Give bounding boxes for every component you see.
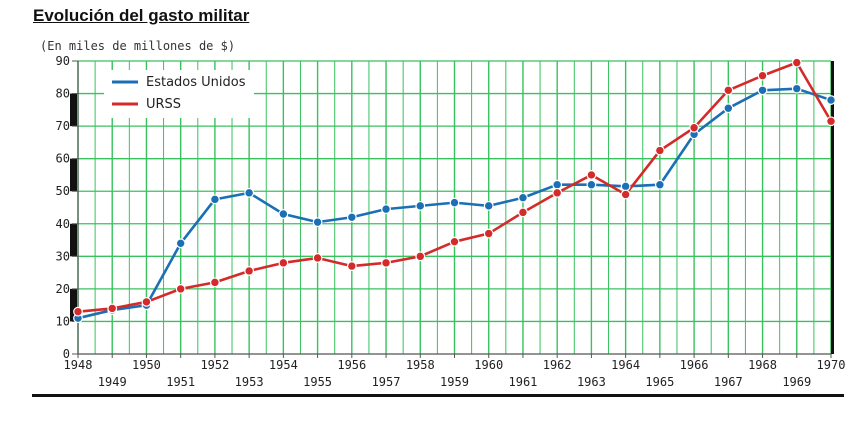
x-tick-label: 1951 bbox=[166, 375, 195, 389]
data-point-1 bbox=[415, 251, 426, 262]
x-tick-label: 1961 bbox=[509, 375, 538, 389]
data-point-1 bbox=[107, 303, 118, 314]
data-point-0 bbox=[210, 194, 220, 205]
data-point-1 bbox=[73, 306, 83, 317]
x-tick-label: 1953 bbox=[235, 375, 264, 389]
data-point-1 bbox=[654, 145, 665, 156]
y-tick-label: 80 bbox=[56, 87, 70, 101]
data-point-0 bbox=[381, 204, 391, 215]
y-tick-label: 90 bbox=[56, 54, 70, 68]
data-point-1 bbox=[586, 170, 597, 180]
axis-band bbox=[70, 158, 77, 192]
data-point-1 bbox=[483, 228, 494, 239]
x-tick-label: 1966 bbox=[680, 358, 709, 372]
x-tick-label: 1965 bbox=[645, 375, 674, 389]
legend-label: Estados Unidos bbox=[146, 75, 246, 90]
x-tick-label: 1960 bbox=[474, 358, 503, 372]
y-tick-label: 0 bbox=[63, 347, 70, 361]
legend-box bbox=[104, 70, 254, 118]
data-point-1 bbox=[757, 70, 768, 81]
x-tick-label: 1954 bbox=[269, 358, 298, 372]
data-point-0 bbox=[175, 238, 186, 249]
y-tick-label: 70 bbox=[56, 119, 70, 133]
y-tick-label: 50 bbox=[56, 184, 70, 198]
unit-label: (En miles de millones de $) bbox=[40, 39, 236, 53]
y-tick-label: 20 bbox=[56, 282, 70, 296]
x-tick-label: 1950 bbox=[132, 358, 161, 372]
data-point-1 bbox=[689, 122, 699, 133]
data-point-1 bbox=[278, 257, 289, 268]
bottom-rule bbox=[32, 394, 844, 397]
x-tick-label: 1957 bbox=[372, 375, 401, 389]
y-tick-label: 40 bbox=[56, 217, 70, 231]
right-border bbox=[831, 61, 834, 354]
x-tick-label: 1970 bbox=[817, 358, 846, 372]
chart-title: Evolución del gasto militar bbox=[33, 6, 250, 25]
data-point-0 bbox=[415, 200, 426, 211]
data-point-1 bbox=[175, 283, 186, 294]
data-point-0 bbox=[483, 200, 494, 211]
axis-band bbox=[70, 223, 77, 257]
data-point-0 bbox=[654, 179, 665, 190]
data-point-1 bbox=[552, 187, 563, 198]
x-tick-label: 1967 bbox=[714, 375, 743, 389]
x-tick-label: 1959 bbox=[440, 375, 469, 389]
axis-band bbox=[70, 288, 77, 322]
data-point-0 bbox=[312, 217, 323, 228]
data-point-1 bbox=[141, 297, 152, 307]
x-tick-label: 1949 bbox=[98, 375, 127, 389]
x-tick-label: 1964 bbox=[611, 358, 640, 372]
data-point-0 bbox=[518, 192, 528, 203]
data-point-1 bbox=[312, 253, 323, 263]
data-point-0 bbox=[620, 181, 631, 192]
data-point-1 bbox=[346, 261, 357, 272]
data-point-1 bbox=[381, 257, 391, 268]
x-tick-label: 1969 bbox=[782, 375, 811, 389]
x-tick-label: 1952 bbox=[200, 358, 229, 372]
data-point-0 bbox=[723, 103, 734, 114]
data-point-1 bbox=[826, 116, 836, 127]
data-point-0 bbox=[757, 85, 768, 96]
data-point-1 bbox=[244, 266, 255, 276]
data-point-0 bbox=[826, 95, 836, 105]
data-point-1 bbox=[518, 207, 528, 218]
data-point-1 bbox=[723, 85, 734, 96]
data-point-1 bbox=[791, 57, 802, 68]
data-point-0 bbox=[791, 83, 802, 94]
data-point-0 bbox=[449, 197, 460, 208]
x-tick-label: 1955 bbox=[303, 375, 332, 389]
x-tick-label: 1968 bbox=[748, 358, 777, 372]
y-tick-label: 30 bbox=[56, 249, 70, 263]
y-tick-label: 10 bbox=[56, 314, 70, 328]
data-point-1 bbox=[449, 236, 460, 247]
x-tick-label: 1963 bbox=[577, 375, 606, 389]
x-tick-label: 1958 bbox=[406, 358, 435, 372]
axis-band bbox=[70, 93, 77, 127]
x-tick-label: 1956 bbox=[337, 358, 366, 372]
x-tick-label: 1948 bbox=[64, 358, 93, 372]
data-point-0 bbox=[244, 187, 255, 198]
data-point-0 bbox=[552, 179, 563, 190]
data-point-0 bbox=[586, 179, 597, 190]
x-tick-label: 1962 bbox=[543, 358, 572, 372]
data-point-0 bbox=[346, 212, 357, 223]
data-point-0 bbox=[278, 209, 289, 219]
legend-label: URSS bbox=[146, 97, 181, 112]
y-tick-label: 60 bbox=[56, 152, 70, 166]
data-point-1 bbox=[210, 277, 220, 288]
data-point-1 bbox=[620, 189, 631, 200]
